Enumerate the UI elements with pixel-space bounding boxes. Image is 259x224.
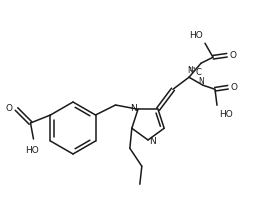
Text: HO: HO <box>219 110 233 119</box>
Text: N: N <box>149 136 156 146</box>
Text: N: N <box>198 77 204 86</box>
Text: N: N <box>187 66 193 75</box>
Text: O: O <box>230 51 237 60</box>
Text: HO: HO <box>189 31 203 40</box>
Text: O: O <box>231 83 238 92</box>
Text: O: O <box>5 103 12 112</box>
Text: $^{13}$C: $^{13}$C <box>188 66 203 78</box>
Text: HO: HO <box>26 146 39 155</box>
Text: N: N <box>130 104 137 113</box>
